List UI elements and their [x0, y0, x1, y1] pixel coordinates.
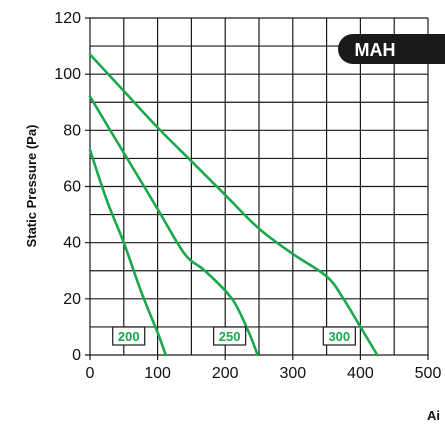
y-tick-label: 60 [63, 179, 81, 196]
x-tick-label: 500 [415, 365, 442, 382]
x-tick-label: 0 [86, 365, 95, 382]
y-tick-label: 0 [72, 347, 81, 364]
x-tick-label: 100 [144, 365, 171, 382]
y-tick-label: 100 [54, 66, 81, 83]
grid [85, 17, 429, 360]
curve-label-300: 300 [328, 329, 350, 344]
x-tick-label: 400 [347, 365, 374, 382]
curve-250 [88, 95, 259, 357]
x-tick-label: 200 [212, 365, 239, 382]
model-badge: MAH [338, 34, 445, 64]
y-tick-label: 20 [63, 291, 81, 308]
y-tick-label: 40 [63, 235, 81, 252]
x-axis-label: Ai [427, 408, 440, 423]
curve-200 [88, 148, 167, 357]
performance-curves [88, 53, 379, 357]
curve-label-box-250 [213, 326, 247, 346]
curve-label-200: 200 [118, 329, 140, 344]
model-badge-text: MAH [355, 40, 396, 60]
tick-labels: 0 100 200 300 400 500 0 20 40 60 80 100 120 [54, 10, 441, 382]
x-tick-label: 300 [279, 365, 306, 382]
curve-label-box-300 [322, 326, 356, 346]
curve-labels: 200 250 300 [112, 326, 356, 346]
model-badge-background-extension [400, 34, 445, 64]
y-tick-label: 120 [54, 10, 81, 27]
y-axis-label: Static Pressure (Pa) [24, 125, 39, 248]
y-tick-label: 80 [63, 122, 81, 139]
curve-label-250: 250 [219, 329, 241, 344]
curve-300 [88, 53, 379, 357]
curve-label-box-200 [112, 326, 146, 346]
